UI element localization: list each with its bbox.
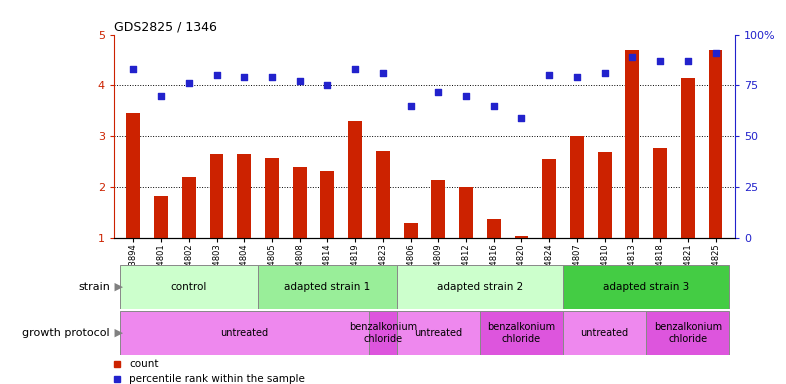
Text: adapted strain 3: adapted strain 3 xyxy=(603,282,689,292)
Point xyxy=(432,88,445,94)
Bar xyxy=(404,223,417,238)
Bar xyxy=(459,187,473,238)
Point xyxy=(155,93,167,99)
Point xyxy=(654,58,667,64)
Bar xyxy=(397,311,480,355)
Point xyxy=(321,83,334,89)
Bar xyxy=(432,180,445,238)
Text: benzalkonium
chloride: benzalkonium chloride xyxy=(487,322,556,344)
Bar xyxy=(210,154,223,238)
Text: adapted strain 2: adapted strain 2 xyxy=(437,282,523,292)
Bar xyxy=(563,311,646,355)
Bar xyxy=(542,159,556,238)
Point xyxy=(460,93,472,99)
Bar xyxy=(376,151,390,238)
Point xyxy=(266,74,278,80)
Text: adapted strain 1: adapted strain 1 xyxy=(285,282,370,292)
Bar xyxy=(369,311,397,355)
Bar xyxy=(681,78,695,238)
Text: ▶: ▶ xyxy=(111,328,123,338)
Bar xyxy=(480,311,563,355)
Bar xyxy=(597,152,612,238)
Text: strain: strain xyxy=(78,282,110,292)
Point xyxy=(515,115,527,121)
Point xyxy=(238,74,251,80)
Point xyxy=(626,54,639,60)
Point xyxy=(571,74,583,80)
Bar xyxy=(119,265,258,309)
Bar xyxy=(626,50,639,238)
Bar xyxy=(258,265,397,309)
Bar xyxy=(646,311,729,355)
Text: benzalkonium
chloride: benzalkonium chloride xyxy=(349,322,417,344)
Point xyxy=(376,70,389,76)
Bar xyxy=(563,265,729,309)
Bar xyxy=(653,147,667,238)
Bar xyxy=(127,113,141,238)
Point xyxy=(293,78,306,84)
Bar xyxy=(182,177,196,238)
Bar xyxy=(708,50,722,238)
Point xyxy=(210,72,222,78)
Bar xyxy=(397,265,563,309)
Bar xyxy=(119,311,369,355)
Point xyxy=(349,66,362,72)
Bar xyxy=(292,167,307,238)
Text: untreated: untreated xyxy=(581,328,629,338)
Bar xyxy=(570,136,584,238)
Bar xyxy=(515,235,528,238)
Text: GDS2825 / 1346: GDS2825 / 1346 xyxy=(114,20,217,33)
Text: benzalkonium
chloride: benzalkonium chloride xyxy=(654,322,722,344)
Text: untreated: untreated xyxy=(220,328,268,338)
Point xyxy=(709,50,722,56)
Text: growth protocol: growth protocol xyxy=(23,328,110,338)
Point xyxy=(543,72,556,78)
Text: ▶: ▶ xyxy=(111,282,123,292)
Bar xyxy=(348,121,362,238)
Text: percentile rank within the sample: percentile rank within the sample xyxy=(130,374,306,384)
Bar xyxy=(487,219,501,238)
Bar xyxy=(154,196,168,238)
Bar xyxy=(265,158,279,238)
Point xyxy=(127,66,140,72)
Point xyxy=(182,80,195,86)
Text: control: control xyxy=(171,282,207,292)
Text: count: count xyxy=(130,359,159,369)
Point xyxy=(598,70,611,76)
Text: untreated: untreated xyxy=(414,328,462,338)
Bar xyxy=(237,154,252,238)
Point xyxy=(681,58,694,64)
Bar xyxy=(321,171,334,238)
Point xyxy=(487,103,500,109)
Point xyxy=(404,103,417,109)
